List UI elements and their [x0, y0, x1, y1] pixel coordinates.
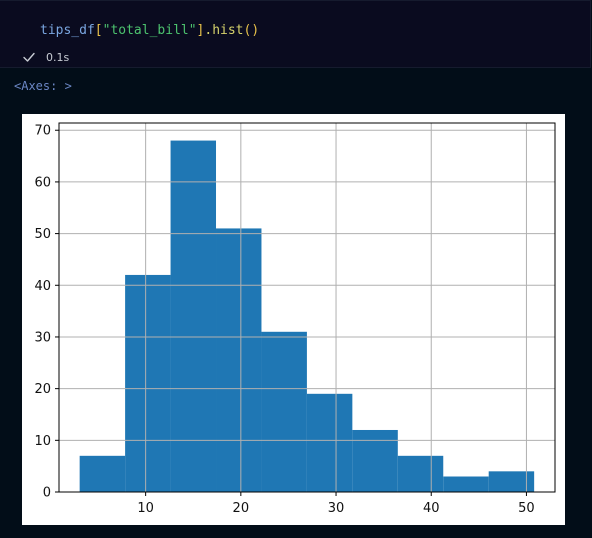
execution-status: 0.1s [22, 49, 69, 65]
histogram-bar [216, 228, 262, 492]
histogram-bar [125, 274, 171, 492]
histogram-chart: 10 20 30 40 50 0 10 20 30 40 50 60 70 [34, 122, 556, 516]
y-tick-label: 0 [43, 486, 51, 501]
code-line[interactable]: tips_df["total_bill"].hist() [40, 23, 259, 39]
code-variable: tips_df [40, 23, 95, 38]
y-tick-label: 70 [34, 124, 51, 139]
histogram-bar [352, 429, 398, 492]
check-icon [23, 52, 35, 62]
code-close-bracket: ] [196, 23, 205, 38]
x-tick-label: 10 [137, 501, 154, 516]
x-tick-label: 50 [518, 501, 535, 516]
histogram-bar [443, 476, 489, 492]
y-tick-label: 40 [34, 279, 51, 294]
histogram-figure: 10 20 30 40 50 0 10 20 30 40 50 60 70 [22, 114, 565, 525]
y-tick-label: 30 [34, 330, 51, 345]
code-cell[interactable]: tips_df["total_bill"].hist() 0.1s [0, 0, 591, 68]
y-tick-label: 50 [34, 227, 51, 242]
y-tick-label: 10 [34, 434, 51, 449]
histogram-bar [170, 140, 217, 492]
code-open-bracket: [ [94, 23, 103, 38]
x-tick-label: 30 [328, 501, 345, 516]
histogram-bar [261, 331, 307, 492]
histogram-bar [488, 471, 535, 492]
axes-frame [58, 122, 556, 493]
y-tick-label: 60 [34, 175, 51, 190]
code-method: .hist [204, 23, 244, 38]
y-tick-label: 20 [34, 382, 51, 397]
histogram-bar [306, 393, 353, 492]
x-tick-label: 20 [233, 501, 250, 516]
output-repr: <Axes: > [14, 79, 72, 93]
code-string: "total_bill" [102, 23, 197, 38]
histogram-bar [79, 455, 126, 492]
histogram-bar [397, 455, 444, 492]
x-tick-label: 40 [423, 501, 440, 516]
code-parens: () [243, 23, 260, 38]
execution-time: 0.1s [46, 50, 70, 64]
